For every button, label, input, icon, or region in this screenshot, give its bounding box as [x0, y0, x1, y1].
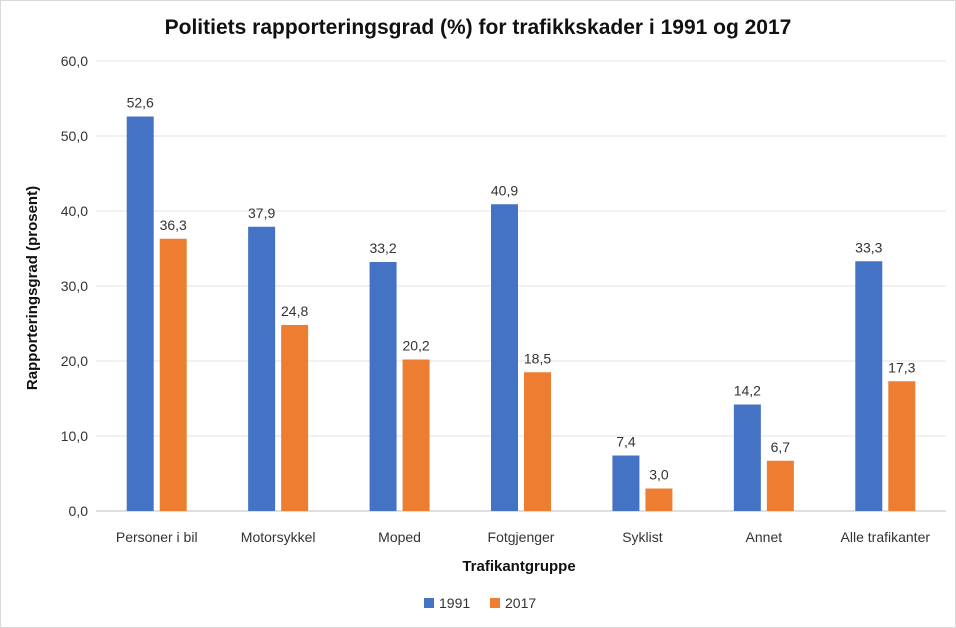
legend-label-2017: 2017: [505, 595, 536, 611]
data-label-2017-1: 24,8: [281, 303, 308, 319]
bar-1991-2: [369, 262, 397, 511]
data-label-2017-4: 3,0: [649, 467, 669, 483]
data-label-1991-2: 33,2: [369, 240, 396, 256]
y-tick-label: 10,0: [61, 428, 88, 444]
y-axis-title: Rapporteringsgrad (prosent): [24, 186, 41, 390]
data-label-1991-6: 33,3: [855, 239, 882, 255]
bar-2017-6: [888, 381, 916, 511]
legend-swatch-2017: [490, 598, 500, 608]
data-labels: 52,6 36,3 37,9 24,8 33,2 20,2 40,9 18,5 7,4 3,0 14…: [127, 95, 916, 483]
data-label-2017-3: 18,5: [524, 350, 551, 366]
legend-swatch-1991: [424, 598, 434, 608]
bar-1991-5: [733, 404, 761, 511]
data-label-1991-5: 14,2: [734, 383, 761, 399]
data-label-2017-5: 6,7: [771, 439, 791, 455]
x-category-labels: Personer i bil Motorsykkel Moped Fotgjenger…: [116, 529, 931, 545]
y-tick-labels: 0,0 10,0 20,0 30,0 40,0 50,0 60,0: [61, 53, 88, 519]
x-category-label: Moped: [378, 529, 421, 545]
x-category-label: Motorsykkel: [241, 529, 316, 545]
data-label-1991-0: 52,6: [127, 95, 154, 111]
data-label-2017-2: 20,2: [402, 338, 429, 354]
chart-title: Politiets rapporteringsgrad (%) for traf…: [165, 16, 792, 39]
bar-2017-4: [645, 488, 673, 511]
x-category-label: Fotgjenger: [488, 529, 555, 545]
y-tick-label: 0,0: [69, 503, 89, 519]
y-tick-label: 40,0: [61, 203, 88, 219]
bar-1991-6: [855, 261, 883, 511]
data-label-1991-1: 37,9: [248, 205, 275, 221]
data-label-2017-6: 17,3: [888, 359, 915, 375]
x-axis-title: Trafikantgruppe: [462, 558, 575, 575]
y-tick-label: 20,0: [61, 353, 88, 369]
bar-1991-4: [612, 455, 640, 511]
x-category-label: Personer i bil: [116, 529, 198, 545]
x-category-label: Annet: [746, 529, 783, 545]
y-tick-label: 30,0: [61, 278, 88, 294]
bar-2017-3: [524, 372, 551, 511]
bar-1991-1: [248, 226, 276, 511]
x-category-label: Syklist: [622, 529, 663, 545]
legend-label-1991: 1991: [439, 595, 470, 611]
y-tick-label: 50,0: [61, 128, 88, 144]
bar-1991-3: [491, 204, 518, 511]
bar-2017-5: [766, 460, 794, 511]
gridlines: [96, 60, 946, 512]
bars: [126, 116, 916, 511]
x-category-label: Alle trafikanter: [841, 529, 931, 545]
data-label-1991-4: 7,4: [616, 434, 636, 450]
data-label-2017-0: 36,3: [160, 217, 187, 233]
data-label-1991-3: 40,9: [491, 182, 518, 198]
bar-2017-0: [159, 238, 187, 511]
bar-2017-1: [281, 325, 309, 511]
legend: 1991 2017: [424, 595, 536, 611]
bar-1991-0: [126, 116, 154, 511]
bar-2017-2: [402, 359, 430, 511]
y-tick-label: 60,0: [61, 53, 88, 69]
